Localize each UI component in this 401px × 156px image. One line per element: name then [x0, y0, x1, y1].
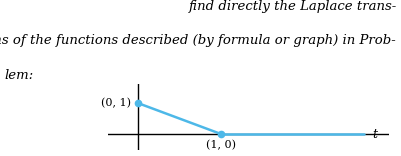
- Text: find directly the Laplace trans-: find directly the Laplace trans-: [189, 0, 397, 13]
- Text: forms of the functions described (by formula or graph) in Prob-: forms of the functions described (by for…: [0, 34, 397, 47]
- Text: (0, 1): (0, 1): [101, 98, 131, 108]
- Text: t: t: [372, 128, 377, 141]
- Text: lem:: lem:: [4, 69, 33, 82]
- Text: (1, 0): (1, 0): [207, 140, 236, 150]
